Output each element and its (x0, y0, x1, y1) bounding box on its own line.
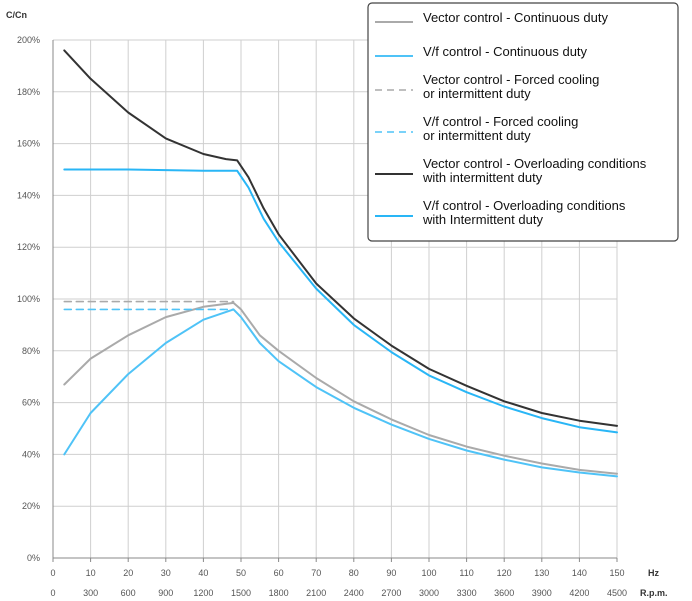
x-tick-label-hz: 150 (609, 568, 624, 578)
x-tick-label-hz: 80 (349, 568, 359, 578)
y-tick-label: 100% (17, 294, 40, 304)
x-tick-label-rpm: 1200 (193, 588, 213, 598)
x-tick-label-hz: 120 (497, 568, 512, 578)
series-line-2 (63, 308, 618, 478)
x-tick-label-hz: 110 (459, 568, 473, 578)
x-tick-label-rpm: 0 (50, 588, 55, 598)
legend-label-1: Vector control - Continuous duty (423, 10, 608, 25)
legend-label-5: Vector control - Overloading conditions w… (422, 156, 647, 185)
series-line-1 (63, 301, 618, 475)
y-tick-label: 0% (27, 553, 40, 563)
x-tick-label-rpm: 3300 (457, 588, 477, 598)
y-tick-label: 80% (22, 346, 40, 356)
x-tick-label-rpm: 2100 (306, 588, 326, 598)
series-lines (63, 49, 618, 478)
y-tick-label: 40% (22, 449, 40, 459)
x-tick-label-hz: 60 (274, 568, 284, 578)
x-tick-label-hz: 10 (86, 568, 96, 578)
grid (53, 39, 618, 558)
series-line-5 (63, 49, 618, 427)
y-tick-label: 120% (17, 242, 40, 252)
legend-label-2: V/f control - Continuous duty (423, 44, 588, 59)
y-tick-label: 140% (17, 190, 40, 200)
legend-label-6: V/f control - Overloading conditions with… (422, 198, 626, 227)
x-axis-title-rpm: R.p.m. (640, 588, 668, 598)
legend: Vector control - Continuous duty V/f cont… (367, 2, 679, 242)
x-tick-label-hz: 40 (198, 568, 208, 578)
x-tick-label-hz: 90 (386, 568, 396, 578)
y-tick-label: 200% (17, 35, 40, 45)
x-tick-label-rpm: 2400 (344, 588, 364, 598)
y-tick-label: 60% (22, 398, 40, 408)
x-tick-label-hz: 30 (161, 568, 171, 578)
x-tick-label-rpm: 1800 (269, 588, 289, 598)
legend-label-4: V/f control - Forced cooling or intermitt… (423, 114, 578, 143)
x-tick-label-hz: 140 (572, 568, 587, 578)
x-tick-label-rpm: 4500 (607, 588, 627, 598)
y-tick-label: 180% (17, 87, 40, 97)
y-tick-label: 160% (17, 139, 40, 149)
x-tick-label-hz: 70 (311, 568, 321, 578)
axes: C/Cn Hz R.p.m. (6, 10, 668, 598)
x-tick-label-rpm: 4200 (569, 588, 589, 598)
x-tick-label-hz: 20 (123, 568, 133, 578)
y-tick-labels: 0% 20% 40% 60% 80% 100% 120% 140% 160% 180% 200% (17, 35, 40, 563)
x-tick-label-hz: 0 (50, 568, 55, 578)
x-tick-labels: 0 0 10 300 20 600 30 900 40 1200 50 1500 60 1800 70 210… (50, 568, 627, 598)
x-tick-label-hz: 100 (421, 568, 436, 578)
x-tick-label-rpm: 900 (158, 588, 173, 598)
series-line-6 (63, 168, 618, 434)
x-tick-label-rpm: 300 (83, 588, 98, 598)
x-tick-label-rpm: 2700 (381, 588, 401, 598)
x-tick-label-rpm: 3900 (532, 588, 552, 598)
legend-label-3: Vector control - Forced cooling or interm… (423, 72, 599, 101)
y-axis-title: C/Cn (6, 10, 27, 20)
x-tick-label-hz: 130 (534, 568, 549, 578)
x-tick-label-rpm: 3600 (494, 588, 514, 598)
x-tick-label-rpm: 600 (121, 588, 136, 598)
x-tick-label-rpm: 3000 (419, 588, 439, 598)
y-tick-label: 20% (22, 501, 40, 511)
legend-box (367, 2, 679, 242)
x-tick-label-rpm: 1500 (231, 588, 251, 598)
x-tick-label-hz: 50 (236, 568, 246, 578)
x-axis-title-hz: Hz (648, 568, 659, 578)
